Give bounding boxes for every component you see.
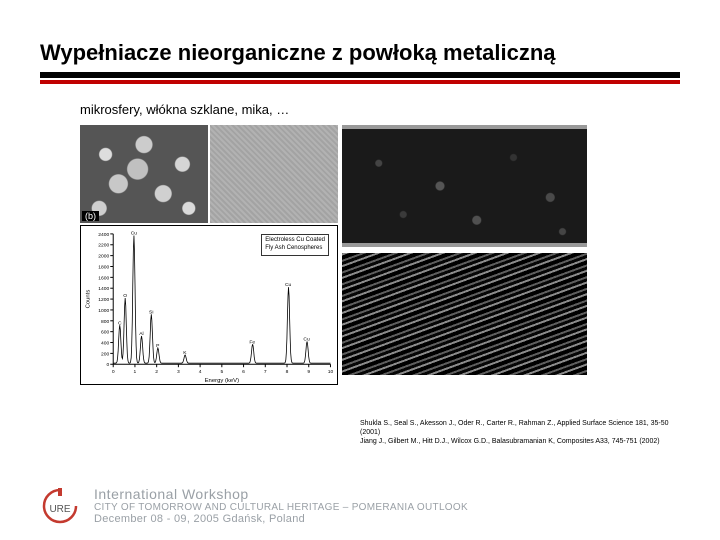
- footer-line-2: CITY OF TOMORROW AND CULTURAL HERITAGE –…: [94, 502, 468, 514]
- svg-text:2: 2: [155, 369, 158, 375]
- svg-text:7: 7: [264, 369, 267, 375]
- title-underline: [40, 72, 680, 78]
- spectrum-legend: Electroless Cu Coated Fly Ash Cenosphere…: [261, 234, 329, 256]
- footer-line-1: International Workshop: [94, 486, 468, 502]
- eds-spectrum-chart: 0 200 400 600 800 1000 1200 1400 1600 1800 2000 220…: [80, 225, 338, 385]
- title-redline: [40, 80, 680, 84]
- sem-image-spheres: (b): [80, 125, 208, 223]
- svg-text:0: 0: [107, 362, 110, 368]
- right-column: [342, 125, 587, 385]
- svg-text:9: 9: [307, 369, 310, 375]
- svg-text:2400: 2400: [98, 232, 109, 238]
- sem-label-b: (b): [82, 211, 99, 221]
- svg-text:0: 0: [112, 369, 115, 375]
- micrograph-fibers: [342, 253, 587, 375]
- sem-image-pair: (b): [80, 125, 338, 223]
- svg-text:O: O: [123, 293, 127, 299]
- left-column: (b) 020040060080010001200140016001800200…: [80, 125, 338, 385]
- svg-text:1800: 1800: [98, 264, 109, 270]
- svg-text:Cu: Cu: [285, 282, 292, 288]
- svg-text:2000: 2000: [98, 254, 109, 260]
- svg-text:C: C: [118, 320, 122, 326]
- slide-footer: URE International Workshop CITY OF TOMOR…: [38, 486, 468, 526]
- svg-text:10: 10: [328, 369, 334, 375]
- svg-text:P: P: [156, 343, 160, 349]
- svg-text:5: 5: [220, 369, 223, 375]
- svg-text:K: K: [183, 350, 187, 356]
- svg-text:400: 400: [101, 341, 109, 347]
- svg-text:Counts: Counts: [86, 290, 92, 309]
- slide-subtitle: mikrosfery, włókna szklane, mika, …: [80, 102, 680, 117]
- citation-1: Shukla S., Seal S., Akesson J., Oder R.,…: [360, 420, 690, 438]
- slide-title: Wypełniacze nieorganiczne z powłoką meta…: [40, 40, 680, 66]
- ure-logo: URE: [38, 486, 82, 526]
- svg-text:1000: 1000: [98, 308, 109, 314]
- footer-text-block: International Workshop CITY OF TOMORROW …: [94, 486, 468, 526]
- micrograph-particles: [342, 125, 587, 247]
- svg-text:Energy (keV): Energy (keV): [205, 378, 239, 384]
- svg-text:Cu: Cu: [303, 337, 310, 343]
- svg-text:4: 4: [199, 369, 202, 375]
- citations-block: Shukla S., Seal S., Akesson J., Oder R.,…: [360, 420, 690, 446]
- svg-text:8: 8: [286, 369, 289, 375]
- svg-text:200: 200: [101, 351, 109, 357]
- logo-text: URE: [49, 504, 70, 515]
- footer-line-3: December 08 - 09, 2005 Gdańsk, Poland: [94, 513, 468, 526]
- svg-text:Cu: Cu: [131, 231, 138, 237]
- svg-text:Al: Al: [139, 331, 143, 337]
- svg-text:6: 6: [242, 369, 245, 375]
- svg-text:1600: 1600: [98, 275, 109, 281]
- legend-line-2: Fly Ash Cenospheres: [265, 245, 325, 253]
- sem-image-grain: [210, 125, 338, 223]
- svg-text:Si: Si: [149, 309, 153, 315]
- svg-text:600: 600: [101, 330, 109, 336]
- svg-text:1400: 1400: [98, 286, 109, 292]
- svg-text:800: 800: [101, 319, 109, 325]
- svg-text:3: 3: [177, 369, 180, 375]
- citation-2: Jiang J., Gilbert M., Hitt D.J., Wilcox …: [360, 438, 690, 447]
- svg-text:1200: 1200: [98, 297, 109, 303]
- svg-text:1: 1: [134, 369, 137, 375]
- svg-text:2200: 2200: [98, 243, 109, 249]
- content-row: (b) 020040060080010001200140016001800200…: [80, 125, 680, 385]
- legend-line-1: Electroless Cu Coated: [265, 237, 325, 245]
- svg-text:Fe: Fe: [249, 339, 255, 345]
